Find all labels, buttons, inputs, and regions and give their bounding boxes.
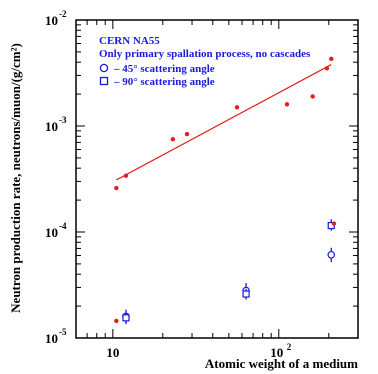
y-axis-title: Neutron production rate, neutrons/muon/(… [8, 43, 23, 313]
x-tick-label: 10 [270, 345, 283, 360]
data-point-dot [284, 102, 290, 107]
fit-line-group [116, 64, 332, 181]
y-tick-exponent: -4 [59, 221, 67, 231]
data-point-dot [324, 66, 330, 71]
axes: 10 10 210 -510 -410 -310 -2 [45, 9, 359, 360]
y-tick-exponent: -3 [59, 115, 67, 125]
data-point-dot [114, 185, 119, 191]
data-point-dot [114, 318, 119, 324]
data-point-dot [331, 221, 337, 226]
data-point-dot [170, 137, 176, 142]
legend: CERN NA55 Only primary spallation proces… [99, 35, 311, 88]
data-point-dot [184, 131, 190, 137]
y-tick-label: 10 [45, 13, 58, 28]
y-tick-exponent: -2 [59, 9, 67, 19]
plot-frame [75, 19, 359, 339]
fit-line [116, 64, 332, 181]
legend-circle-marker [99, 63, 109, 73]
data-point-dot [329, 56, 334, 62]
legend-label-90: – 90° scattering angle [113, 76, 215, 88]
x-axis-title: Atomic weight of a medium [205, 356, 358, 371]
annotation-line-2: Only primary spallation process, no casc… [99, 48, 311, 60]
y-tick-label: 10 [45, 225, 58, 240]
x-tick-exponent: 2 [287, 342, 292, 352]
points-group [114, 56, 337, 325]
x-tick-label: 10 [106, 345, 119, 360]
y-tick-label: 10 [45, 331, 58, 346]
data-point-circle [327, 250, 336, 259]
data-point-dot [310, 94, 315, 99]
y-tick-label: 10 [45, 119, 58, 134]
data-point-dot [123, 173, 129, 178]
annotation-line-1: CERN NA55 [99, 35, 160, 47]
data-point-square [122, 314, 130, 322]
y-tick-exponent: -5 [59, 327, 67, 337]
legend-square-marker [99, 76, 109, 86]
data-point-dot [234, 105, 240, 110]
legend-label-45: – 45° scattering angle [113, 63, 215, 75]
data-point-square [242, 290, 250, 298]
